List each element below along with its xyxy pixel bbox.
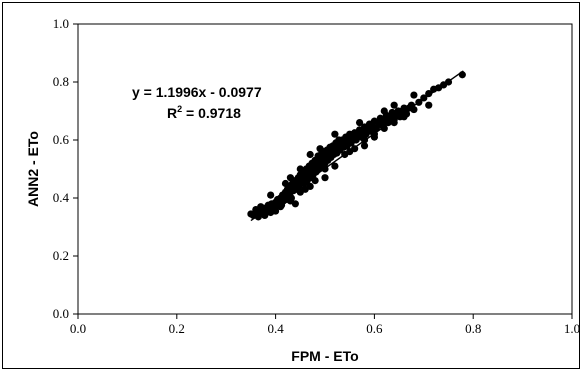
x-tick-label: 0.4 — [267, 321, 284, 336]
data-point — [331, 130, 339, 138]
data-point — [355, 119, 364, 127]
y-tick-label: 0.0 — [53, 306, 69, 321]
data-point — [400, 113, 408, 121]
trendline-equation: y = 1.1996x - 0.0977 — [132, 84, 262, 100]
data-point — [336, 142, 344, 150]
r-squared-superscript: 2 — [177, 104, 182, 114]
plot-area — [77, 23, 573, 315]
x-tick-label: 1.0 — [564, 321, 580, 336]
data-point — [380, 124, 388, 132]
r-squared-label: R2 = 0.9718 — [167, 104, 241, 121]
data-point — [425, 101, 433, 109]
x-tick-label: 0.8 — [465, 321, 481, 336]
y-tick-label: 1.0 — [53, 16, 69, 31]
y-tick-label: 0.2 — [53, 248, 69, 263]
data-point — [380, 107, 388, 115]
trendline-segment — [250, 70, 464, 222]
data-point — [425, 90, 433, 98]
y-tick-label: 0.4 — [53, 190, 70, 205]
data-point — [276, 203, 285, 211]
data-point — [331, 162, 339, 170]
x-axis-title: FPM - ETo — [291, 348, 358, 364]
r-squared-prefix: R — [167, 105, 177, 121]
data-point — [296, 165, 304, 173]
y-tick-label: 0.6 — [53, 132, 70, 147]
data-point — [267, 191, 275, 199]
x-tick-label: 0.0 — [70, 321, 86, 336]
r-squared-value: = 0.9718 — [182, 105, 241, 121]
y-axis: 0.0 0.2 0.4 0.6 0.8 1.0 — [53, 16, 78, 321]
x-tick-label: 0.6 — [366, 321, 383, 336]
data-point — [306, 150, 314, 159]
data-point — [306, 182, 314, 190]
data-point — [311, 177, 319, 185]
data-point — [400, 104, 408, 112]
data-point — [360, 142, 369, 150]
trendline — [250, 70, 464, 222]
data-point — [281, 179, 290, 188]
y-axis-title: ANN2 - ETo — [25, 131, 41, 207]
data-point — [316, 145, 324, 153]
x-axis: 0.0 0.2 0.4 0.6 0.8 1.0 — [70, 314, 580, 336]
data-point — [390, 101, 398, 109]
data-point — [286, 174, 295, 182]
data-point — [286, 197, 295, 205]
data-point — [272, 207, 280, 215]
data-point — [410, 91, 418, 99]
y-tick-label: 0.8 — [53, 74, 69, 89]
plot-frame — [77, 23, 573, 315]
data-point — [252, 206, 260, 214]
data-point — [321, 174, 329, 182]
x-tick-label: 0.2 — [169, 321, 185, 336]
